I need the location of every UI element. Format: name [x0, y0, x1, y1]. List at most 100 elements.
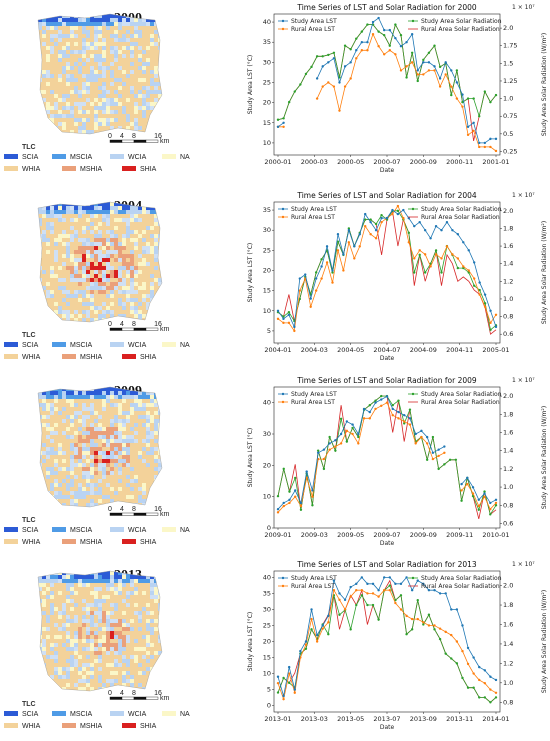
map-cell [90, 507, 94, 511]
map-cell [50, 451, 54, 455]
map-cell [70, 250, 74, 254]
map-cell [126, 395, 130, 399]
map-cell [86, 42, 90, 46]
map-cell [30, 655, 34, 659]
map-cell [130, 587, 134, 591]
map-cell [118, 62, 122, 66]
map-cell [154, 459, 158, 463]
map-cell [118, 427, 122, 431]
map-cell [146, 322, 150, 326]
map-cell [42, 126, 46, 130]
map-cell [166, 258, 170, 262]
series-point-1 [323, 458, 325, 460]
map-cell [70, 58, 74, 62]
map-cell [146, 607, 150, 611]
map-cell [142, 254, 146, 258]
map-cell [86, 507, 90, 511]
map-cell [142, 619, 146, 623]
map-cell [118, 599, 122, 603]
map-cell [142, 399, 146, 403]
map-cell [106, 118, 110, 122]
map-cell [150, 491, 154, 495]
map-cell [150, 78, 154, 82]
map-cell [166, 423, 170, 427]
map-cell [46, 26, 50, 30]
map-cell [166, 302, 170, 306]
map-cell [34, 427, 38, 431]
map-cell [98, 607, 102, 611]
map-cell [118, 78, 122, 82]
map-cell [30, 310, 34, 314]
map-cell [54, 427, 58, 431]
map-cell [118, 479, 122, 483]
map-cell [34, 210, 38, 214]
series-point-0 [478, 142, 480, 144]
map-cell [114, 639, 118, 643]
map-cell [62, 118, 66, 122]
map-cell [62, 30, 66, 34]
map-cell [122, 479, 126, 483]
map-cell [46, 326, 50, 330]
map-cell [110, 18, 114, 22]
map-cell [66, 659, 70, 663]
map-cell [130, 439, 134, 443]
map-cell [114, 435, 118, 439]
map-cell [118, 391, 122, 395]
map-cell [74, 326, 78, 330]
map-cell [42, 439, 46, 443]
legend-swatch-scia [4, 154, 18, 159]
map-cell [138, 443, 142, 447]
map-cell [90, 431, 94, 435]
map-cell [42, 623, 46, 627]
map-cell [118, 603, 122, 607]
map-cell [46, 66, 50, 70]
series-point-0 [310, 297, 312, 299]
map-cell [94, 475, 98, 479]
map-cell [162, 387, 166, 391]
map-cell [102, 266, 106, 270]
map-cell [138, 467, 142, 471]
series-point-1 [460, 489, 462, 491]
map-cell [70, 491, 74, 495]
series-point-2 [437, 468, 439, 470]
series-point-0 [461, 93, 463, 95]
map-cell [146, 82, 150, 86]
map-cell [102, 74, 106, 78]
map-cell [106, 383, 110, 387]
map-cell [114, 230, 118, 234]
map-cell [154, 198, 158, 202]
map-cell [86, 575, 90, 579]
map-cell [166, 403, 170, 407]
map-cell [74, 623, 78, 627]
series-point-0 [300, 502, 302, 504]
map-cell [66, 86, 70, 90]
map-cell [134, 623, 138, 627]
map-cell [82, 98, 86, 102]
series-point-0 [405, 41, 407, 43]
map-cell [130, 94, 134, 98]
map-cell [66, 286, 70, 290]
map-cell [66, 318, 70, 322]
map-cell [122, 286, 126, 290]
map-cell [126, 507, 130, 511]
map-cell [138, 479, 142, 483]
map-cell [94, 423, 98, 427]
map-cell [146, 198, 150, 202]
map-cell [38, 270, 42, 274]
map-cell [50, 663, 54, 667]
map-cell [38, 310, 42, 314]
map-cell [162, 222, 166, 226]
map-cell [50, 134, 54, 138]
map-cell [58, 266, 62, 270]
map-cell [146, 391, 150, 395]
x-tick-label: 2000-07 [373, 158, 400, 166]
map-cell [86, 459, 90, 463]
map-cell [166, 439, 170, 443]
map-cell [34, 483, 38, 487]
map-cell [46, 54, 50, 58]
map-cell [146, 427, 150, 431]
map-cell [138, 86, 142, 90]
map-cell [110, 94, 114, 98]
